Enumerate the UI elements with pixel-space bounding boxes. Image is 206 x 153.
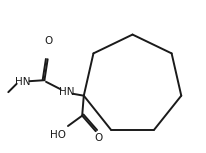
Text: O: O	[94, 133, 102, 143]
Text: HN: HN	[59, 88, 74, 97]
Text: HN: HN	[15, 77, 30, 87]
Text: HO: HO	[50, 130, 66, 140]
Text: O: O	[45, 36, 53, 46]
